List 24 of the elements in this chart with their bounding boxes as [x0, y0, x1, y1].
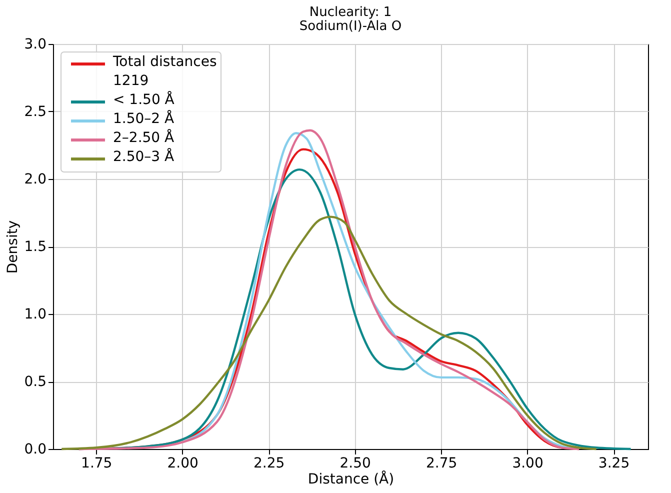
chart-subtitle: Sodium(I)-Ala O	[299, 19, 402, 34]
x-tick-label: 2.25	[253, 456, 285, 472]
line-series	[60, 216, 598, 450]
y-axis-title: Density	[5, 220, 22, 274]
legend-label: Total distances 1219	[112, 54, 217, 89]
y-tick-label: 3.0	[24, 36, 46, 52]
x-tick-label: 3.00	[512, 456, 544, 472]
y-tick-label: 0.5	[24, 374, 46, 390]
x-tick-label: 2.00	[167, 456, 198, 472]
x-axis-title: Distance (Å)	[308, 470, 394, 488]
chart-title: Nuclearity: 1	[309, 5, 392, 20]
x-tick-label: 2.50	[340, 456, 371, 472]
legend-label: 2.50–3 Å	[113, 148, 175, 165]
y-tick-label: 0.0	[24, 442, 46, 458]
y-tick-label: 2.5	[24, 104, 46, 120]
legend-label: 2–2.50 Å	[113, 129, 175, 146]
x-tick-label: 2.75	[426, 456, 458, 472]
legend-label: < 1.50 Å	[113, 91, 175, 108]
y-tick-label: 2.0	[24, 172, 46, 188]
y-tick-label: 1.0	[24, 306, 46, 322]
legend-label: 1.50–2 Å	[113, 110, 175, 127]
x-tick-label: 1.75	[81, 456, 112, 472]
x-tick-label: 3.25	[598, 456, 630, 472]
y-tick-label: 1.5	[24, 239, 46, 255]
